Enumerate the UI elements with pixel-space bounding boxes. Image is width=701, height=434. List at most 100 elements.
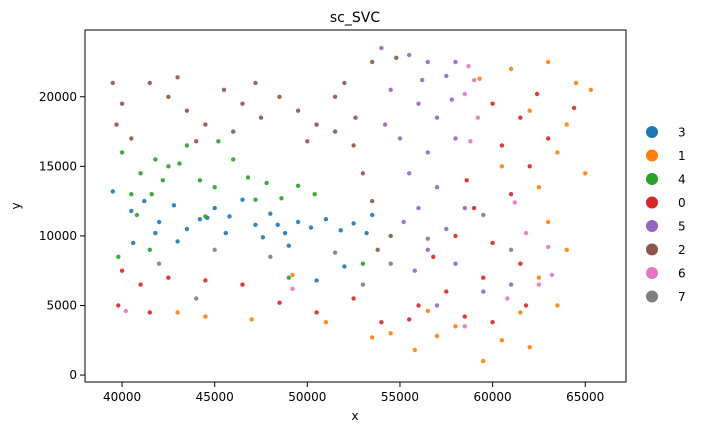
point-cluster-4 bbox=[360, 261, 366, 266]
point-cluster-4 bbox=[184, 143, 190, 148]
point-cluster-2 bbox=[277, 94, 282, 100]
point-cluster-1 bbox=[546, 219, 551, 225]
point-cluster-5 bbox=[453, 136, 458, 141]
point-cluster-6 bbox=[123, 308, 128, 314]
point-cluster-2 bbox=[147, 80, 152, 86]
point-cluster-0 bbox=[508, 192, 514, 197]
point-cluster-5 bbox=[462, 205, 467, 211]
point-cluster-3 bbox=[338, 228, 343, 233]
x-tick-label: 40000 bbox=[103, 390, 141, 404]
legend-label-5: 5 bbox=[678, 220, 686, 234]
chart-title: sc_SVC bbox=[330, 10, 380, 26]
point-cluster-5 bbox=[444, 226, 449, 232]
point-cluster-5 bbox=[412, 268, 417, 273]
point-cluster-7 bbox=[360, 282, 366, 287]
point-cluster-3 bbox=[197, 217, 203, 222]
point-cluster-5 bbox=[444, 73, 449, 79]
point-cluster-5 bbox=[449, 97, 454, 102]
point-cluster-3 bbox=[286, 243, 291, 248]
legend-label-6: 6 bbox=[678, 267, 686, 281]
point-cluster-2 bbox=[240, 101, 245, 106]
point-cluster-2 bbox=[166, 94, 171, 100]
point-cluster-0 bbox=[277, 300, 282, 305]
point-cluster-5 bbox=[388, 87, 393, 93]
point-cluster-5 bbox=[508, 282, 514, 287]
point-cluster-6 bbox=[536, 282, 542, 287]
point-cluster-2 bbox=[332, 94, 338, 100]
x-tick-label: 45000 bbox=[196, 390, 234, 404]
point-cluster-2 bbox=[129, 136, 134, 141]
point-cluster-4 bbox=[134, 212, 140, 218]
point-cluster-0 bbox=[416, 303, 421, 308]
point-cluster-0 bbox=[314, 310, 319, 315]
point-cluster-3 bbox=[308, 225, 314, 230]
point-cluster-4 bbox=[212, 185, 217, 190]
point-cluster-4 bbox=[166, 164, 171, 169]
point-cluster-3 bbox=[142, 198, 147, 204]
point-cluster-3 bbox=[342, 264, 347, 269]
point-cluster-1 bbox=[564, 247, 569, 252]
x-tick-label: 60000 bbox=[474, 390, 512, 404]
point-cluster-0 bbox=[147, 310, 152, 315]
point-cluster-1 bbox=[508, 66, 514, 72]
point-cluster-1 bbox=[481, 358, 486, 364]
point-cluster-5 bbox=[397, 136, 403, 141]
point-cluster-0 bbox=[571, 105, 577, 111]
legend-marker-6 bbox=[646, 267, 658, 279]
point-cluster-7 bbox=[425, 236, 430, 241]
point-cluster-6 bbox=[462, 91, 467, 97]
point-cluster-1 bbox=[518, 310, 523, 315]
point-cluster-3 bbox=[314, 278, 319, 283]
point-cluster-0 bbox=[166, 275, 171, 280]
point-cluster-4 bbox=[138, 171, 143, 176]
point-cluster-1 bbox=[536, 275, 542, 280]
point-cluster-3 bbox=[364, 230, 369, 236]
point-cluster-3 bbox=[227, 214, 232, 219]
point-cluster-1 bbox=[453, 324, 458, 329]
point-cluster-5 bbox=[481, 289, 486, 294]
point-cluster-2 bbox=[231, 129, 236, 134]
point-cluster-0 bbox=[490, 320, 495, 325]
point-cluster-5 bbox=[416, 101, 421, 106]
point-cluster-1 bbox=[527, 345, 532, 350]
point-cluster-3 bbox=[323, 217, 329, 222]
point-cluster-5 bbox=[407, 52, 412, 58]
point-cluster-2 bbox=[370, 59, 375, 65]
point-cluster-3 bbox=[370, 212, 375, 218]
point-cluster-2 bbox=[394, 55, 399, 60]
plot-frame bbox=[84, 29, 627, 383]
point-cluster-0 bbox=[527, 164, 532, 169]
point-cluster-0 bbox=[119, 268, 125, 273]
point-cluster-4 bbox=[147, 247, 152, 252]
x-tick-label: 55000 bbox=[381, 390, 419, 404]
point-cluster-0 bbox=[481, 275, 486, 280]
legend-label-7: 7 bbox=[678, 290, 686, 304]
point-cluster-3 bbox=[184, 226, 190, 232]
point-cluster-6 bbox=[546, 244, 551, 250]
point-cluster-5 bbox=[379, 45, 384, 51]
y-tick-label: 10000 bbox=[39, 229, 77, 243]
point-cluster-4 bbox=[116, 254, 121, 259]
point-cluster-0 bbox=[499, 143, 505, 148]
point-cluster-2 bbox=[388, 233, 393, 239]
point-cluster-6 bbox=[468, 139, 473, 144]
point-cluster-4 bbox=[119, 150, 125, 155]
points-layer bbox=[110, 45, 593, 364]
point-cluster-5 bbox=[401, 219, 406, 225]
point-cluster-2 bbox=[253, 80, 258, 86]
point-cluster-2 bbox=[342, 80, 347, 86]
point-cluster-5 bbox=[425, 59, 430, 65]
point-cluster-0 bbox=[471, 205, 477, 211]
point-cluster-0 bbox=[464, 178, 469, 183]
point-cluster-2 bbox=[295, 108, 301, 113]
legend-marker-7 bbox=[646, 290, 658, 303]
point-cluster-2 bbox=[375, 247, 380, 252]
point-cluster-4 bbox=[312, 192, 317, 197]
point-cluster-6 bbox=[290, 286, 295, 291]
point-cluster-5 bbox=[434, 185, 440, 190]
point-cluster-5 bbox=[420, 77, 425, 83]
legend-label-4: 4 bbox=[678, 173, 686, 187]
point-cluster-2 bbox=[332, 129, 338, 134]
point-cluster-2 bbox=[370, 198, 375, 204]
